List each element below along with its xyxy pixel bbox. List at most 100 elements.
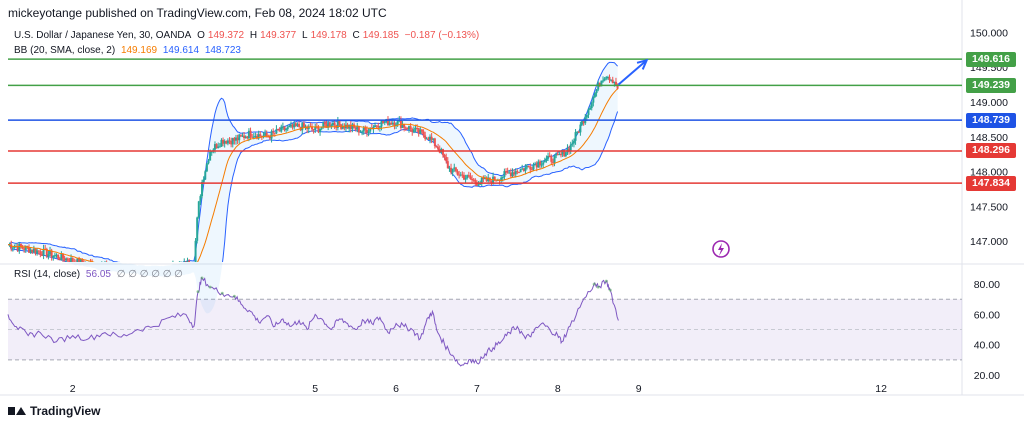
candle-body [47, 254, 50, 257]
candle-body [40, 254, 43, 256]
candle-body [534, 164, 537, 166]
candle-body [319, 128, 322, 133]
symbol-legend: U.S. Dollar / Japanese Yen, 30, OANDA O 1… [14, 30, 482, 41]
candle-body [184, 261, 187, 262]
candle-body [58, 258, 61, 260]
rsi-value: 56.05 [85, 269, 111, 280]
candle-body [505, 171, 508, 173]
price-tick-label: 150.000 [970, 27, 1008, 39]
candle-body [356, 126, 359, 130]
candle-body [228, 140, 231, 142]
candle-body [503, 171, 506, 178]
symbol-name: U.S. Dollar / Japanese Yen, 30, OANDA [14, 30, 192, 41]
candle-body [579, 124, 582, 133]
candle-body [540, 164, 543, 166]
candle-body [66, 258, 69, 261]
candle-body [378, 126, 381, 128]
candle-body [414, 127, 417, 130]
candle-body [362, 127, 365, 132]
candle-body [461, 174, 464, 176]
candle-body [571, 143, 574, 145]
rsi-legend: RSI (14, close) 56.05 ∅ ∅ ∅ ∅ ∅ ∅ [14, 269, 186, 280]
candle-body [39, 251, 42, 255]
candle-body [577, 131, 580, 133]
candle-body [11, 247, 14, 249]
candle-body [530, 169, 533, 171]
candle-body [226, 140, 229, 144]
projection-arrow-line [617, 59, 648, 86]
candle-body [420, 129, 423, 132]
candle-body [480, 177, 483, 183]
candle-body [294, 123, 297, 126]
candle-body [610, 79, 613, 81]
candle-body [582, 121, 585, 124]
high-label: H [249, 30, 258, 41]
candle-body [608, 76, 611, 81]
candle-body [495, 180, 498, 182]
candle-body [289, 124, 292, 127]
candle-body [446, 161, 449, 169]
candle-body [264, 133, 267, 136]
candle-body [270, 131, 273, 139]
candle-body [493, 176, 496, 181]
candle-body [367, 131, 370, 134]
candle-body [213, 144, 216, 150]
candle-body [424, 135, 427, 139]
candle-body [593, 93, 596, 97]
candle-body [272, 131, 275, 133]
candle-body [45, 248, 48, 257]
candle-body [23, 248, 26, 250]
candle-body [517, 172, 520, 174]
candle-body [246, 136, 249, 139]
rsi-label: RSI (14, close) [14, 269, 81, 280]
candle-body [341, 126, 344, 129]
time-tick-label: 7 [474, 383, 480, 395]
candle-body [281, 126, 284, 128]
rsi-overbought-point [232, 294, 236, 298]
bb-legend: BB (20, SMA, close, 2) 149.169 149.614 1… [14, 45, 244, 56]
candle-body [223, 141, 226, 144]
candle-body [19, 243, 22, 247]
candle-body [501, 177, 504, 179]
candle-body [448, 167, 451, 169]
candle-body [236, 137, 239, 141]
candle-body [254, 135, 257, 137]
candle-body [388, 122, 391, 126]
candle-body [186, 261, 189, 262]
candle-body [24, 246, 27, 250]
candle-body [527, 166, 530, 168]
candle-body [408, 126, 411, 130]
candle-body [589, 108, 592, 110]
candle-body [595, 89, 598, 94]
candle-body [542, 162, 545, 165]
candle-body [49, 250, 52, 255]
candle-body [364, 127, 367, 130]
candle-body [291, 124, 294, 128]
candle-body [521, 168, 524, 170]
candle-body [218, 146, 221, 148]
candle-body [490, 180, 493, 184]
candle-body [60, 253, 63, 260]
candle-body [188, 261, 191, 262]
candle-body [241, 135, 244, 137]
candle-body [288, 126, 291, 128]
candle-body [243, 135, 246, 139]
open-label: O [197, 30, 205, 41]
rsi-tick-label: 80.00 [974, 279, 1000, 291]
candle-body [81, 259, 84, 262]
candle-body [564, 152, 567, 157]
candle-body [283, 126, 286, 131]
bb-basis-line [8, 88, 618, 262]
candle-body [450, 167, 453, 173]
candle-body [327, 122, 330, 128]
candle-body [422, 131, 425, 136]
high-value: 149.377 [260, 30, 297, 41]
candle-body [509, 172, 512, 177]
rsi-tick-label: 20.00 [974, 370, 1000, 382]
candle-body [467, 175, 470, 177]
candle-body [382, 120, 385, 123]
candle-body [63, 258, 66, 261]
candle-body [328, 122, 331, 127]
price-tick-label: 148.500 [970, 132, 1008, 144]
